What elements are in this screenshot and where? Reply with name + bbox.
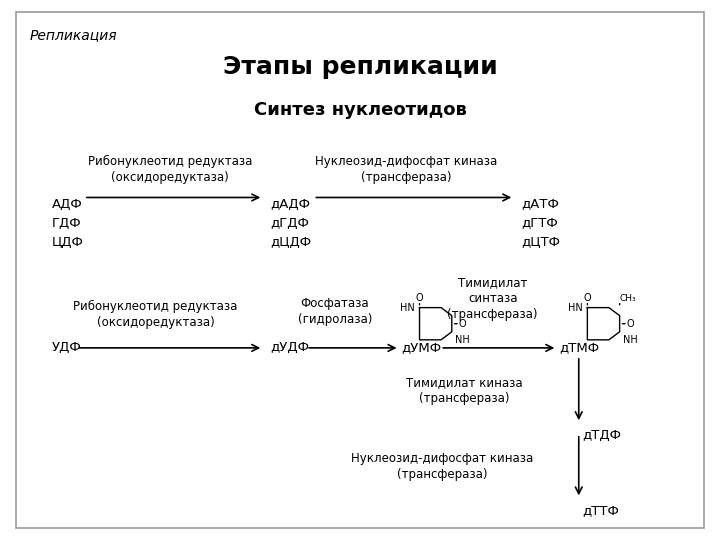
Text: O: O bbox=[458, 319, 466, 329]
Text: Синтез нуклеотидов: Синтез нуклеотидов bbox=[253, 101, 467, 119]
Text: HN: HN bbox=[400, 302, 415, 313]
Text: CH₃: CH₃ bbox=[620, 294, 636, 303]
Text: дУМФ: дУМФ bbox=[402, 341, 442, 354]
Text: Нуклеозид-дифосфат киназа
(трансфераза): Нуклеозид-дифосфат киназа (трансфераза) bbox=[315, 155, 498, 184]
Text: Этапы репликации: Этапы репликации bbox=[222, 55, 498, 79]
Text: Рибонуклеотид редуктаза
(оксидоредуктаза): Рибонуклеотид редуктаза (оксидоредуктаза… bbox=[88, 155, 252, 184]
Text: дТТФ: дТТФ bbox=[582, 504, 619, 517]
Text: Фосфатаза
(гидролаза): Фосфатаза (гидролаза) bbox=[297, 298, 372, 326]
Text: Репликация: Репликация bbox=[30, 28, 117, 42]
Text: дТМФ: дТМФ bbox=[559, 341, 600, 354]
Text: дУДФ: дУДФ bbox=[270, 341, 310, 354]
Text: дТДФ: дТДФ bbox=[582, 428, 621, 442]
Text: АДФ
ГДФ
ЦДФ: АДФ ГДФ ЦДФ bbox=[52, 198, 84, 248]
Text: дАДФ
дГДФ
дЦДФ: дАДФ дГДФ дЦДФ bbox=[270, 198, 312, 248]
Text: УДФ: УДФ bbox=[52, 341, 81, 354]
Text: NH: NH bbox=[455, 335, 469, 345]
Text: HN: HN bbox=[568, 302, 583, 313]
Text: Тимидилат
синтаза
(трансфераза): Тимидилат синтаза (трансфераза) bbox=[447, 276, 538, 321]
Text: O: O bbox=[583, 293, 591, 303]
Text: дАТФ
дГТФ
дЦТФ: дАТФ дГТФ дЦТФ bbox=[521, 198, 560, 248]
Text: O: O bbox=[415, 293, 423, 303]
Text: NH: NH bbox=[623, 335, 638, 345]
Text: Рибонуклеотид редуктаза
(оксидоредуктаза): Рибонуклеотид редуктаза (оксидоредуктаза… bbox=[73, 300, 238, 329]
Text: Тимидилат киназа
(трансфераза): Тимидилат киназа (трансфераза) bbox=[405, 376, 522, 406]
Text: O: O bbox=[626, 319, 634, 329]
Text: Нуклеозид-дифосфат киназа
(трансфераза): Нуклеозид-дифосфат киназа (трансфераза) bbox=[351, 451, 534, 481]
